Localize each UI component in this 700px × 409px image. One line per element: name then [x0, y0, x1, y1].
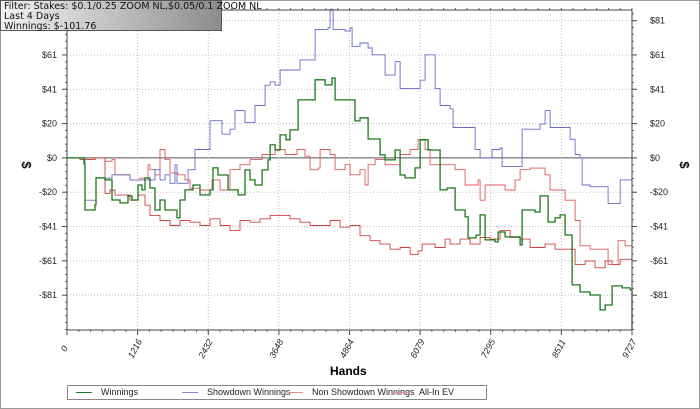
legend-swatch [394, 391, 410, 393]
filter-info-box: Filter: Stakes: $0.1/0.25 ZOOM NL,$0.05/… [0, 0, 262, 32]
x-tick-label: 8511 [550, 338, 568, 360]
legend-item-non-showdown-winnings: Non Showdown Winnings [287, 387, 415, 397]
grid [67, 10, 632, 330]
period-text: Last 4 Days [4, 11, 60, 22]
series-line-non-showdown-winnings [67, 157, 633, 269]
legend-label: Winnings [101, 387, 139, 397]
series-line-winnings [67, 77, 633, 330]
legend-label: Showdown Winnings [207, 387, 291, 397]
legend-swatch [76, 391, 92, 393]
legend-swatch [182, 391, 198, 393]
y-tick-label: $61 [42, 50, 57, 60]
y-tick-label-right: -$41 [650, 222, 668, 232]
x-axis-title: Hands [330, 364, 367, 378]
x-tick-label: 0 [59, 344, 70, 353]
y-tick-label: $20 [42, 119, 57, 129]
legend-label: All-In EV [419, 387, 455, 397]
y-tick-label: -$61 [39, 256, 57, 266]
y-tick-label: -$20 [39, 187, 57, 197]
legend: Winnings Showdown Winnings Non Showdown … [67, 385, 487, 400]
winnings-text: Winnings: $-101.76 [4, 21, 97, 32]
legend-item-all-in-ev: All-In EV [394, 387, 454, 397]
y-tick-label-right: $20 [650, 119, 665, 129]
y-tick-label: $0 [47, 153, 57, 163]
y-tick-label: -$41 [39, 222, 57, 232]
y-tick-label-right: $81 [650, 16, 665, 26]
y-tick-label: $41 [42, 84, 57, 94]
legend-item-showdown-winnings: Showdown Winnings [182, 387, 291, 397]
x-tick-label: 4864 [338, 337, 356, 359]
series-lines [67, 8, 633, 330]
x-tick-label: 7295 [479, 337, 498, 360]
legend-label: Non Showdown Winnings [312, 387, 415, 397]
x-tick-label: 2432 [196, 337, 215, 360]
axes: $81 $61 $61 $41 $41 $20 $20 $0 $0 -$20 -$20 -$41 -$4… [19, 8, 692, 361]
x-tick-label: 6079 [408, 337, 426, 359]
y-axis-title-right: $ [677, 161, 692, 169]
legend-item-winnings: Winnings [76, 387, 138, 397]
y-tick-label-right: $0 [650, 153, 660, 163]
series-line-showdown-winnings [67, 8, 632, 205]
y-tick-label-right: $41 [650, 84, 665, 94]
y-tick-label-right: -$61 [650, 256, 668, 266]
x-tick-label: 9727 [620, 337, 639, 360]
x-tick-label: 1216 [126, 337, 144, 359]
y-tick-label-right: -$81 [650, 290, 668, 300]
y-tick-label-right: $61 [650, 50, 665, 60]
x-tick-label: 3648 [267, 337, 285, 359]
legend-swatch [287, 391, 303, 393]
filter-text: Filter: Stakes: $0.1/0.25 ZOOM NL,$0.05/… [4, 1, 262, 12]
y-axis-title: $ [19, 161, 34, 169]
y-tick-label-right: -$20 [650, 187, 668, 197]
y-tick-label: -$81 [39, 290, 57, 300]
